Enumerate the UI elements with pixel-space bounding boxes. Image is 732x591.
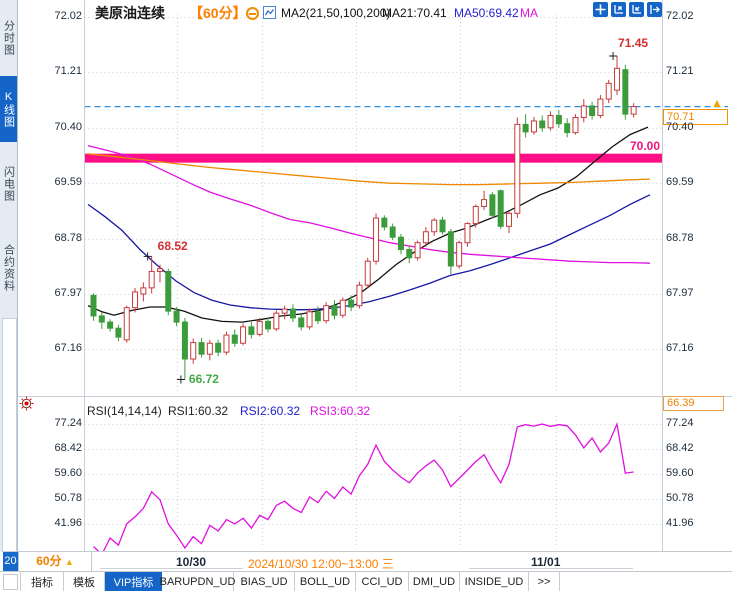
price-axis-label: 67.16 xyxy=(54,342,82,354)
indicator-tab-7[interactable]: CCI_UD xyxy=(356,572,409,591)
price-axis-label: 71.21 xyxy=(54,65,82,77)
time-axis: 20 60分 ▲ 10/30 2024/10/30 12:00~13:00 三 … xyxy=(0,551,732,572)
price-axis-label: 68.78 xyxy=(666,232,694,244)
move-cross-icon[interactable] xyxy=(593,2,608,17)
sidebar-item-1[interactable]: 分时图 xyxy=(2,20,15,56)
sidebar-item-4[interactable]: 合约资料 xyxy=(2,244,15,292)
price-axis-label: 77.24 xyxy=(666,417,694,429)
rsi-params-label: RSI(14,14,14) xyxy=(87,404,162,418)
indicator-tab-1[interactable]: 指标 xyxy=(20,572,64,591)
ma-line-ma200 xyxy=(87,153,651,186)
tab-overflow[interactable]: >> xyxy=(529,572,560,591)
extreme-marker xyxy=(609,51,618,60)
price-axis-label: 70.40 xyxy=(54,121,82,133)
instrument-title: 美原油连续 xyxy=(95,5,165,21)
exit-right-icon[interactable] xyxy=(647,2,662,17)
rsi-settings-sun-icon[interactable] xyxy=(19,396,34,414)
price-axis-label: 50.78 xyxy=(666,492,694,504)
sidebar-inset-panel xyxy=(2,318,17,552)
period-dropdown-arrow-icon: ▲ xyxy=(64,557,74,567)
price-axis-label: 68.42 xyxy=(54,442,82,454)
indicator-tab-4[interactable]: BARUPDN_UD xyxy=(160,572,235,591)
sidebar-item-2[interactable]: K线图 xyxy=(0,76,17,142)
ma-settings-label: MA2(21,50,100,200) xyxy=(281,6,391,20)
price-axis-label: 68.78 xyxy=(54,232,82,244)
sidebar-item-3[interactable]: 闪电图 xyxy=(2,166,15,202)
ma-extra-label: MA xyxy=(520,6,538,20)
min-price-box: 66.39 xyxy=(663,396,724,411)
date-label-1: 10/30 xyxy=(176,555,207,569)
support-band-70 xyxy=(84,153,662,163)
kline-legend-icon[interactable] xyxy=(263,6,276,19)
rsi2-value: RSI2:60.32 xyxy=(240,404,301,418)
price-axis-label: 50.78 xyxy=(54,492,82,504)
price-axis-label: 70.40 xyxy=(666,121,694,133)
session-info-label: 2024/10/30 12:00~13:00 三 xyxy=(248,557,394,571)
pane-borders xyxy=(0,0,732,552)
price-axis-label: 41.96 xyxy=(54,517,82,529)
last-price-box: 70.71 xyxy=(663,109,728,125)
axis-line-segment xyxy=(469,568,633,569)
date-label-2: 11/01 xyxy=(531,555,561,569)
price-axis-label: 67.97 xyxy=(54,287,82,299)
indicator-tab-9[interactable]: INSIDE_UD xyxy=(460,572,529,591)
price-axis-label: 71.21 xyxy=(666,65,694,77)
interval-label: 【60分】 xyxy=(189,5,247,21)
price-axis-label: 69.59 xyxy=(666,176,694,188)
ma-line-ma100 xyxy=(87,144,651,264)
price-axis-label: 72.02 xyxy=(666,10,694,22)
indicator-tab-bar: 指标 模板 VIP指标 BARUPDN_UD BIAS_UD BOLL_UD CCI_UD D… xyxy=(0,571,732,591)
extreme-marker xyxy=(143,252,152,261)
price-axis-label: 59.60 xyxy=(54,467,82,479)
price-axis-label: 67.97 xyxy=(666,287,694,299)
price-up-arrow-icon: ▲ xyxy=(711,96,723,110)
price-axis-label: 72.02 xyxy=(54,10,82,22)
price-axis-label: 77.24 xyxy=(54,417,82,429)
indicator-tab-5[interactable]: BIAS_UD xyxy=(234,572,295,591)
indicator-tab-3[interactable]: VIP指标 xyxy=(105,572,162,591)
rsi1-value: RSI1:60.32 xyxy=(168,404,229,418)
axis-line-segment xyxy=(100,568,243,569)
tab-bar-spacer xyxy=(3,574,18,590)
zoom-level-box[interactable]: 20 xyxy=(3,552,18,571)
price-axis-label: 67.16 xyxy=(666,342,694,354)
indicator-tab-8[interactable]: DMI_UD xyxy=(409,572,460,591)
indicator-tab-6[interactable]: BOLL_UD xyxy=(295,572,356,591)
price-axis-label: 69.59 xyxy=(54,176,82,188)
period-selector[interactable]: 60分 ▲ xyxy=(18,551,92,572)
chart-toolbar xyxy=(593,2,662,17)
collapse-minus-icon[interactable] xyxy=(246,7,259,20)
price-axis-label: 68.42 xyxy=(666,442,694,454)
price-annotation: 71.45 xyxy=(618,35,649,50)
indicator-tab-2[interactable]: 模板 xyxy=(64,572,105,591)
support-level-label: 70.00 xyxy=(630,139,661,153)
price-axis-label: 59.60 xyxy=(666,467,694,479)
rsi3-value: RSI3:60.32 xyxy=(310,404,371,418)
extreme-marker xyxy=(176,375,185,384)
axis-zoom-out-icon[interactable] xyxy=(629,2,644,17)
left-sidebar: 分时图 K线图闪电图合约资料 xyxy=(0,0,18,552)
axis-zoom-in-icon[interactable] xyxy=(611,2,626,17)
price-annotation: 68.52 xyxy=(157,239,188,254)
period-selector-label: 60分 xyxy=(36,554,62,568)
price-axis-label: 41.96 xyxy=(666,517,694,529)
price-annotation: 66.72 xyxy=(188,371,219,386)
ma21-value: MA21:70.41 xyxy=(382,6,447,20)
rsi-line xyxy=(93,421,634,556)
ma50-value: MA50:69.42 xyxy=(454,6,519,20)
candles xyxy=(90,55,637,380)
